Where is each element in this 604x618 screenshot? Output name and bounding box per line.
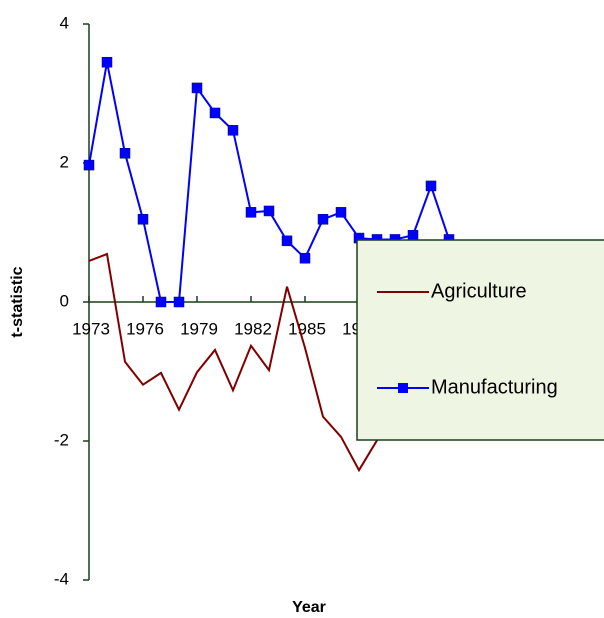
legend-marker <box>398 383 408 393</box>
data-point <box>263 205 275 217</box>
data-point <box>155 296 167 308</box>
legend: Agriculture Manufacturing <box>356 239 604 441</box>
x-tick-label: 1973 <box>72 319 110 338</box>
data-point <box>101 56 113 68</box>
data-point <box>83 159 95 171</box>
data-point <box>227 125 239 136</box>
data-point <box>173 296 185 308</box>
data-point <box>335 207 347 218</box>
data-point <box>137 214 149 225</box>
data-point <box>299 252 311 264</box>
y-tick-label: -4 <box>54 569 69 588</box>
x-tick-label: 1979 <box>180 319 218 338</box>
y-tick-label: 4 <box>60 13 69 32</box>
data-point <box>191 82 203 94</box>
y-tick-label: -2 <box>54 430 69 449</box>
data-point <box>407 230 419 241</box>
data-point <box>317 214 329 225</box>
data-point <box>245 207 257 218</box>
legend-box <box>356 239 604 441</box>
legend-label: Manufacturing <box>431 376 558 398</box>
y-axis-title: t-statistic <box>9 266 26 337</box>
x-tick-label: 1985 <box>288 319 326 338</box>
y-tick-label: 0 <box>60 291 69 310</box>
data-point <box>281 235 293 247</box>
data-point <box>209 107 221 119</box>
x-tick-label: 1976 <box>126 319 164 338</box>
legend-label: Agriculture <box>431 280 527 302</box>
x-tick-label: 1982 <box>234 319 272 338</box>
y-tick-label: 2 <box>60 152 69 171</box>
data-point <box>425 180 437 192</box>
x-axis-title: Year <box>292 599 326 616</box>
data-point <box>119 148 131 159</box>
